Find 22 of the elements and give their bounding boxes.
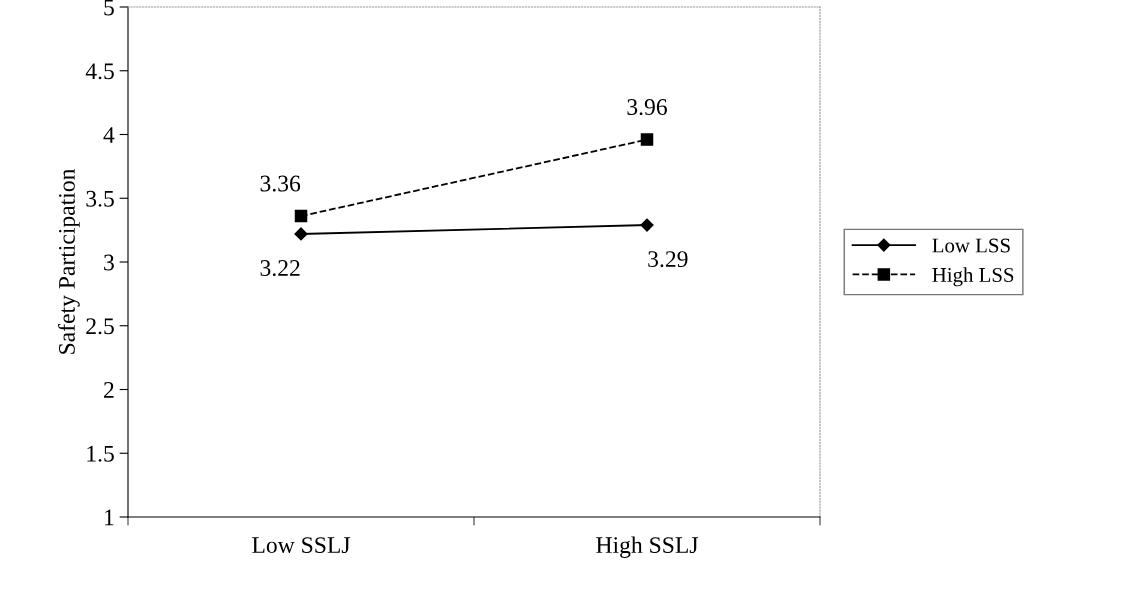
legend-label: High LSS bbox=[932, 267, 1014, 287]
point bbox=[294, 227, 308, 241]
y-axis-title: Safety Participation bbox=[58, 168, 80, 354]
x-tick-label: High SSLJ bbox=[596, 536, 698, 558]
y-tick-label: 5 bbox=[104, 0, 114, 16]
point bbox=[640, 133, 654, 146]
y-tick-label: 4.5 bbox=[85, 63, 114, 80]
y-tick-label: 4 bbox=[103, 127, 115, 143]
data-label: 3.96 bbox=[627, 99, 667, 116]
data-label: 3.36 bbox=[260, 175, 301, 192]
y-tick-label: 3 bbox=[104, 254, 114, 271]
data-label: 3.22 bbox=[260, 260, 300, 277]
data-label: 3.29 bbox=[648, 251, 688, 268]
y-tick-label: 2 bbox=[104, 382, 114, 398]
y-tick-label: 1 bbox=[105, 509, 114, 526]
y-tick-label: 1.5 bbox=[87, 445, 114, 462]
legend-label: Low LSS bbox=[932, 238, 1010, 253]
x-tick-label: Low SSLJ bbox=[252, 537, 351, 554]
point bbox=[294, 209, 308, 223]
y-tick-label: 2.5 bbox=[86, 318, 114, 335]
point bbox=[640, 218, 654, 232]
y-tick-label: 3.5 bbox=[86, 190, 114, 207]
